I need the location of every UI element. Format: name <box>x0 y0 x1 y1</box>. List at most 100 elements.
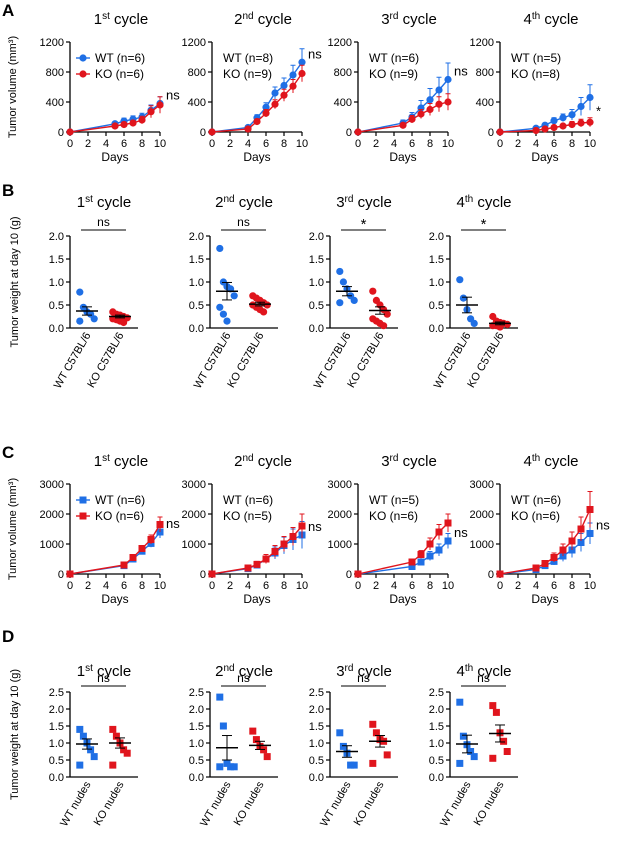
data-point <box>492 708 500 716</box>
data-point <box>280 91 288 99</box>
y-tick-label: 1.0 <box>309 738 324 750</box>
data-point <box>586 530 594 537</box>
data-point <box>489 754 497 762</box>
data-point <box>399 121 407 129</box>
y-tick-label: 2000 <box>470 509 494 521</box>
data-point <box>383 310 391 318</box>
data-point <box>444 537 452 545</box>
x-tick-label: 8 <box>569 580 575 592</box>
data-point <box>156 521 164 528</box>
y-tick-label: 0.5 <box>309 755 324 767</box>
data-point <box>298 522 306 530</box>
y-tick-label: 1200 <box>182 37 206 49</box>
x-tick-label: 10 <box>154 138 166 150</box>
series-line <box>357 522 449 575</box>
x-tick-label: 6 <box>551 138 557 150</box>
group-wt: WT nudes <box>438 698 478 829</box>
data-point <box>230 763 238 771</box>
y-tick-label: 2.5 <box>309 687 324 699</box>
y-tick-label: 0 <box>488 569 494 581</box>
significance-label: * <box>361 216 367 233</box>
y-tick-label: 1000 <box>182 539 206 551</box>
data-point <box>456 759 464 767</box>
x-tick-label: 4 <box>391 138 397 150</box>
x-tick-label: 8 <box>427 138 433 150</box>
data-point <box>372 729 380 737</box>
subplot-title: 1st cycle <box>77 194 131 212</box>
data-point <box>426 105 434 114</box>
x-tick-label: 10 <box>584 138 596 150</box>
x-tick-label: 0 <box>67 138 73 150</box>
subplot-title: 1st cycle <box>94 11 148 29</box>
data-point <box>271 548 279 555</box>
data-point <box>435 546 443 554</box>
data-point <box>280 81 288 90</box>
data-point <box>298 69 306 78</box>
series-wt <box>66 96 164 136</box>
x-axis-label: Days <box>243 592 270 606</box>
data-point <box>369 287 377 295</box>
subplot-title: 3rd cycle <box>336 663 392 681</box>
data-point <box>249 727 257 735</box>
series-ko <box>354 513 452 578</box>
data-point <box>260 308 268 316</box>
x-tick-label: 2 <box>227 138 233 150</box>
data-point <box>129 554 137 561</box>
data-point <box>208 570 216 578</box>
subplot-D-1: 1st cycle 0.0 0.5 1.0 1.5 2.0 2.5 ns WT nudesKO … <box>49 663 138 829</box>
panel-letter: B <box>2 181 14 200</box>
significance-label: ns <box>97 215 110 229</box>
group-ko: KO nudes <box>232 727 271 828</box>
x-tick-label: 8 <box>139 580 145 592</box>
legend-label: KO (n=6) <box>511 509 560 523</box>
y-tick-label: 800 <box>476 67 494 79</box>
data-point <box>244 125 252 133</box>
y-tick-label: 0.5 <box>49 755 64 767</box>
data-point <box>230 292 238 300</box>
data-point <box>550 117 558 125</box>
data-point <box>138 545 146 552</box>
legend-label: WT (n=6) <box>369 51 419 65</box>
x-tick-label: 2 <box>85 580 91 592</box>
panel-D: D Tumor weight at day 10 (g) 1st cycle 0.0 0… <box>2 627 518 829</box>
data-point <box>417 110 425 118</box>
data-point <box>336 267 344 276</box>
data-point <box>280 540 288 548</box>
y-tick-label: 2.0 <box>49 231 64 243</box>
data-point <box>408 558 416 566</box>
y-axis-label: Tumor weight at day 10 (g) <box>9 669 21 800</box>
y-tick-label: 0 <box>58 569 64 581</box>
data-point <box>263 753 271 761</box>
x-tick-label: 2 <box>515 580 521 592</box>
data-point <box>76 288 84 296</box>
data-point <box>129 119 137 127</box>
x-tick-label: 8 <box>569 138 575 150</box>
data-point <box>550 554 558 561</box>
legend: WT (n=5) KO (n=6) <box>369 493 419 523</box>
y-tick-label: 0.0 <box>309 772 324 784</box>
x-axis-label: Days <box>389 592 416 606</box>
y-tick-label: 1.0 <box>49 738 64 750</box>
data-point <box>120 120 128 129</box>
data-point <box>253 560 261 568</box>
data-point <box>156 101 164 109</box>
data-point <box>444 519 452 527</box>
y-tick-label: 1200 <box>470 37 494 49</box>
significance-label: ns <box>308 519 322 534</box>
series-line <box>69 524 161 575</box>
x-tick-label: 6 <box>263 138 269 150</box>
y-tick-label: 800 <box>46 67 64 79</box>
x-tick-label: 10 <box>442 580 454 592</box>
data-point <box>253 117 261 126</box>
significance-label: ns <box>308 46 322 61</box>
y-tick-label: 1.0 <box>49 277 64 289</box>
group-ko: KO nudes <box>472 702 511 828</box>
y-tick-label: 800 <box>188 67 206 79</box>
y-tick-label: 2.0 <box>309 704 324 716</box>
x-tick-label: 4 <box>533 138 539 150</box>
data-point <box>408 115 416 123</box>
data-point <box>223 317 231 325</box>
